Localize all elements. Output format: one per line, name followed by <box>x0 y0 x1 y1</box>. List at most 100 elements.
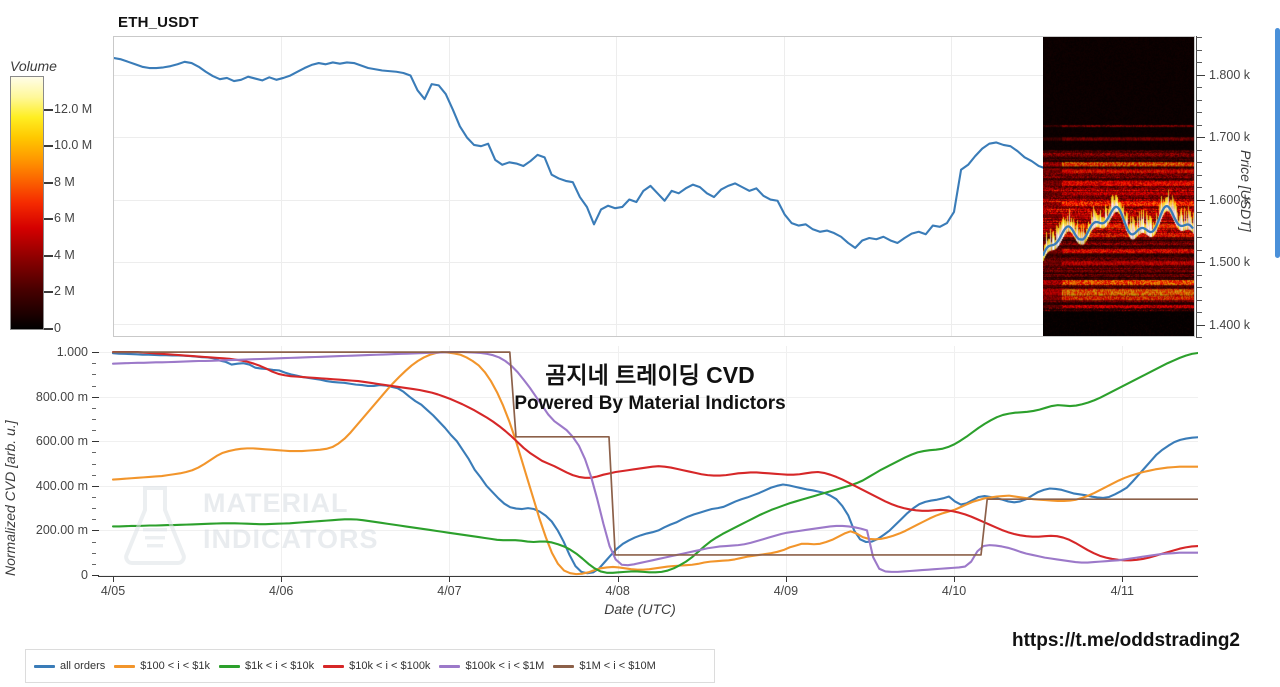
legend-color-swatch <box>34 664 55 668</box>
cvd-y-tick-label: 0 <box>81 568 88 582</box>
cvd-y-minor-tick <box>92 508 96 510</box>
grid-line <box>98 441 1198 443</box>
cvd-y-minor-tick <box>92 519 96 521</box>
price-axis-minor-tick <box>1196 274 1202 276</box>
grid-line <box>98 352 1198 354</box>
price-line-chart <box>114 57 1194 249</box>
x-axis-tick <box>1122 576 1124 582</box>
price-axis-tick-label: 1.400 k <box>1209 317 1251 332</box>
price-axis-line <box>1196 36 1197 337</box>
price-chart-panel[interactable] <box>113 36 1195 337</box>
grid-line <box>281 346 283 577</box>
cvd-y-tick-label: 400.00 m <box>35 478 88 493</box>
legend-item-label: all orders <box>60 660 106 672</box>
legend-item[interactable]: $1k < i < $10k <box>218 660 314 672</box>
cvd-y-tick-labels: 1.000 800.00 m 600.00 m 400.00 m 200.00 m 0 <box>0 345 92 582</box>
price-axis-minor-tick <box>1196 299 1202 301</box>
grid-line <box>785 346 787 577</box>
vertical-scrollbar[interactable] <box>1275 28 1280 258</box>
cvd-chart-panel[interactable] <box>98 346 1198 577</box>
x-axis-tick-label: 4/06 <box>269 584 294 598</box>
cvd-y-minor-tick <box>92 474 96 476</box>
x-axis-tick-label: 4/07 <box>437 584 462 598</box>
colorbar-tick-label: 2 M <box>54 284 75 299</box>
colorbar-tick <box>44 328 53 330</box>
telegram-link[interactable]: https://t.me/oddstrading2 <box>1012 630 1240 651</box>
price-axis-minor-tick <box>1196 287 1202 289</box>
legend-item-label: $1M < i < $10M <box>579 660 656 672</box>
watermark-line-2: INDICATORS <box>203 524 379 554</box>
cvd-y-minor-tick <box>92 430 96 432</box>
x-axis-tick-label: 4/10 <box>941 584 967 598</box>
cvd-y-tick-label: 800.00 m <box>35 389 88 404</box>
grid-line <box>98 575 1198 576</box>
legend-color-swatch <box>439 664 461 668</box>
x-axis-tick <box>954 576 956 582</box>
price-line <box>114 57 1194 249</box>
legend-item[interactable]: $1M < i < $10M <box>553 660 656 672</box>
cvd-y-minor-tick <box>92 463 96 465</box>
legend-color-swatch <box>114 664 136 668</box>
grid-line <box>617 346 619 577</box>
x-axis-tick-label: 4/09 <box>773 584 799 598</box>
cvd-y-tick <box>92 441 99 443</box>
colorbar-tick-label: 10.0 M <box>54 138 93 153</box>
cvd-series-line <box>111 351 1198 574</box>
colorbar-tick-label: 8 M <box>54 174 75 189</box>
legend-item-label: $100k < i < $1M <box>465 660 545 672</box>
grid-line <box>616 37 618 336</box>
grid-line <box>951 37 953 336</box>
cvd-line-chart <box>111 351 1198 576</box>
price-axis-title: Price [USDT] <box>1238 150 1254 232</box>
x-axis-tick <box>449 576 451 582</box>
legend-item[interactable]: $100k < i < $1M <box>439 660 544 672</box>
price-axis-minor-tick <box>1196 87 1202 89</box>
legend-item[interactable]: $10k < i < $100k <box>323 660 430 672</box>
price-axis-tick <box>1196 262 1205 264</box>
grid-line <box>114 323 1194 325</box>
cvd-y-tick <box>92 485 99 487</box>
colorbar-tick-label: 6 M <box>54 211 75 226</box>
cvd-series-line <box>111 351 1198 573</box>
cvd-y-minor-tick <box>92 496 96 498</box>
price-axis-tick-label: 1.600 k <box>1209 192 1251 207</box>
price-axis-tick-label: 1.800 k <box>1209 67 1251 82</box>
x-axis-tick <box>281 576 283 582</box>
cvd-y-minor-tick <box>92 418 96 420</box>
material-indicators-watermark: MATERIAL INDICATORS <box>118 480 418 570</box>
heatmap-canvas <box>1043 37 1194 336</box>
colorbar-ticks: 12.0 M 10.0 M 8 M 6 M 4 M 2 M 0 <box>0 76 110 335</box>
price-axis-minor-tick <box>1196 224 1202 226</box>
legend-color-swatch <box>323 664 345 668</box>
colorbar-tick <box>44 218 53 221</box>
x-axis-title: Date (UTC) <box>604 601 676 617</box>
legend-item-label: $100 < i < $1k <box>140 660 210 672</box>
x-axis-tick <box>785 576 787 582</box>
legend-color-swatch <box>218 664 240 668</box>
cvd-y-tick-label: 1.000 <box>56 345 88 360</box>
cvd-y-minor-tick <box>92 407 96 409</box>
price-axis-tick <box>1196 74 1205 76</box>
cvd-y-axis-title: Normalized CVD [arb. u.] <box>2 420 18 576</box>
grid-line <box>114 199 1194 201</box>
price-axis-minor-tick <box>1196 337 1202 338</box>
orderbook-heatmap <box>1043 37 1194 336</box>
legend[interactable]: all orders $100 < i < $1k $1k < i < $10k $1… <box>25 649 715 683</box>
cvd-y-minor-tick <box>92 374 96 376</box>
cvd-y-minor-tick <box>92 363 96 365</box>
legend-item[interactable]: $100 < i < $1k <box>114 660 210 672</box>
grid-line <box>98 396 1198 398</box>
price-axis-minor-tick <box>1196 187 1202 189</box>
colorbar-tick <box>44 145 53 148</box>
colorbar-tick-label: 0 <box>54 321 61 335</box>
grid-line <box>114 261 1194 263</box>
price-axis-minor-tick <box>1196 174 1202 176</box>
legend-item[interactable]: all orders <box>34 660 105 672</box>
grid-line <box>449 346 451 577</box>
price-axis-minor-tick <box>1196 99 1202 101</box>
colorbar-tick <box>44 254 53 257</box>
price-axis-minor-tick <box>1196 249 1202 251</box>
page-title: ETH_USDT <box>118 14 199 31</box>
cvd-y-tick-label: 200.00 m <box>35 523 88 538</box>
cvd-series-line <box>111 351 1198 576</box>
